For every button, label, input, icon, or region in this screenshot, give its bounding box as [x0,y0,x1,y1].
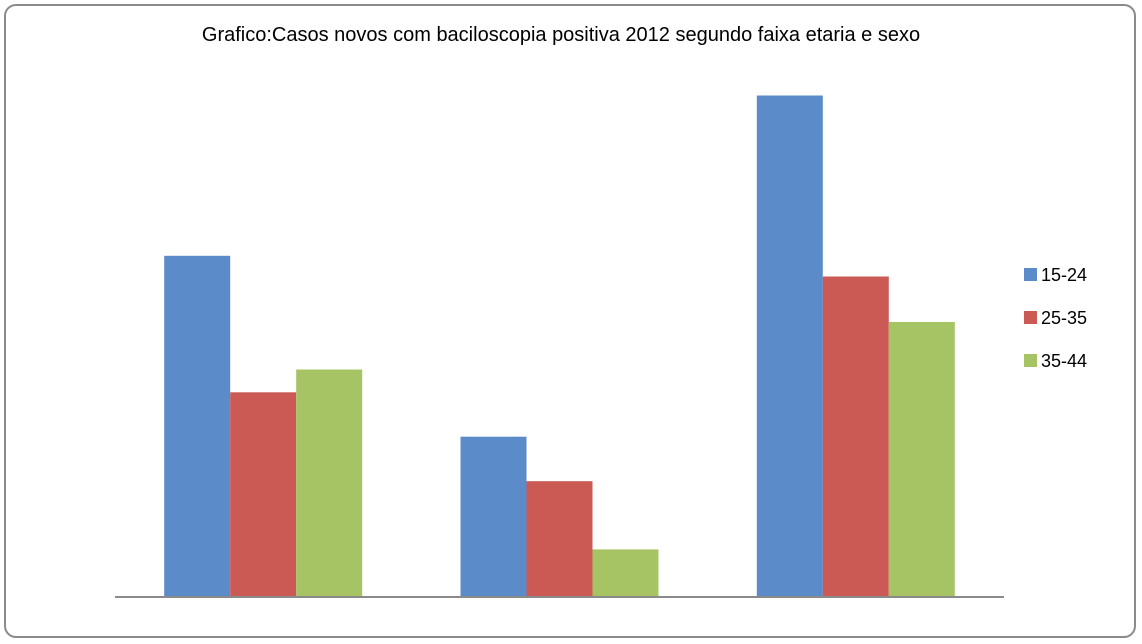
chart-title: Grafico:Casos novos com baciloscopia pos… [202,24,920,46]
bar-15-24-group-1 [164,255,231,598]
legend: 15-24 25-35 35-44 [1024,265,1087,371]
legend-label-15-24: 15-24 [1041,265,1087,285]
legend-label-25-35: 25-35 [1041,308,1087,328]
bar-35-44-group-2 [592,549,659,597]
bar-25-35-group-1 [230,392,297,597]
bars-group [164,95,955,598]
bar-25-35-group-3 [822,276,889,597]
legend-swatch-35-44 [1024,354,1037,367]
legend-label-35-44: 35-44 [1041,351,1087,371]
bar-15-24-group-3 [756,95,823,597]
bar-35-44-group-3 [888,322,955,597]
bar-15-24-group-2 [460,436,527,597]
legend-swatch-15-24 [1024,268,1037,281]
bar-25-35-group-2 [526,481,593,597]
bar-35-44-group-1 [296,369,363,597]
legend-swatch-25-35 [1024,311,1037,324]
